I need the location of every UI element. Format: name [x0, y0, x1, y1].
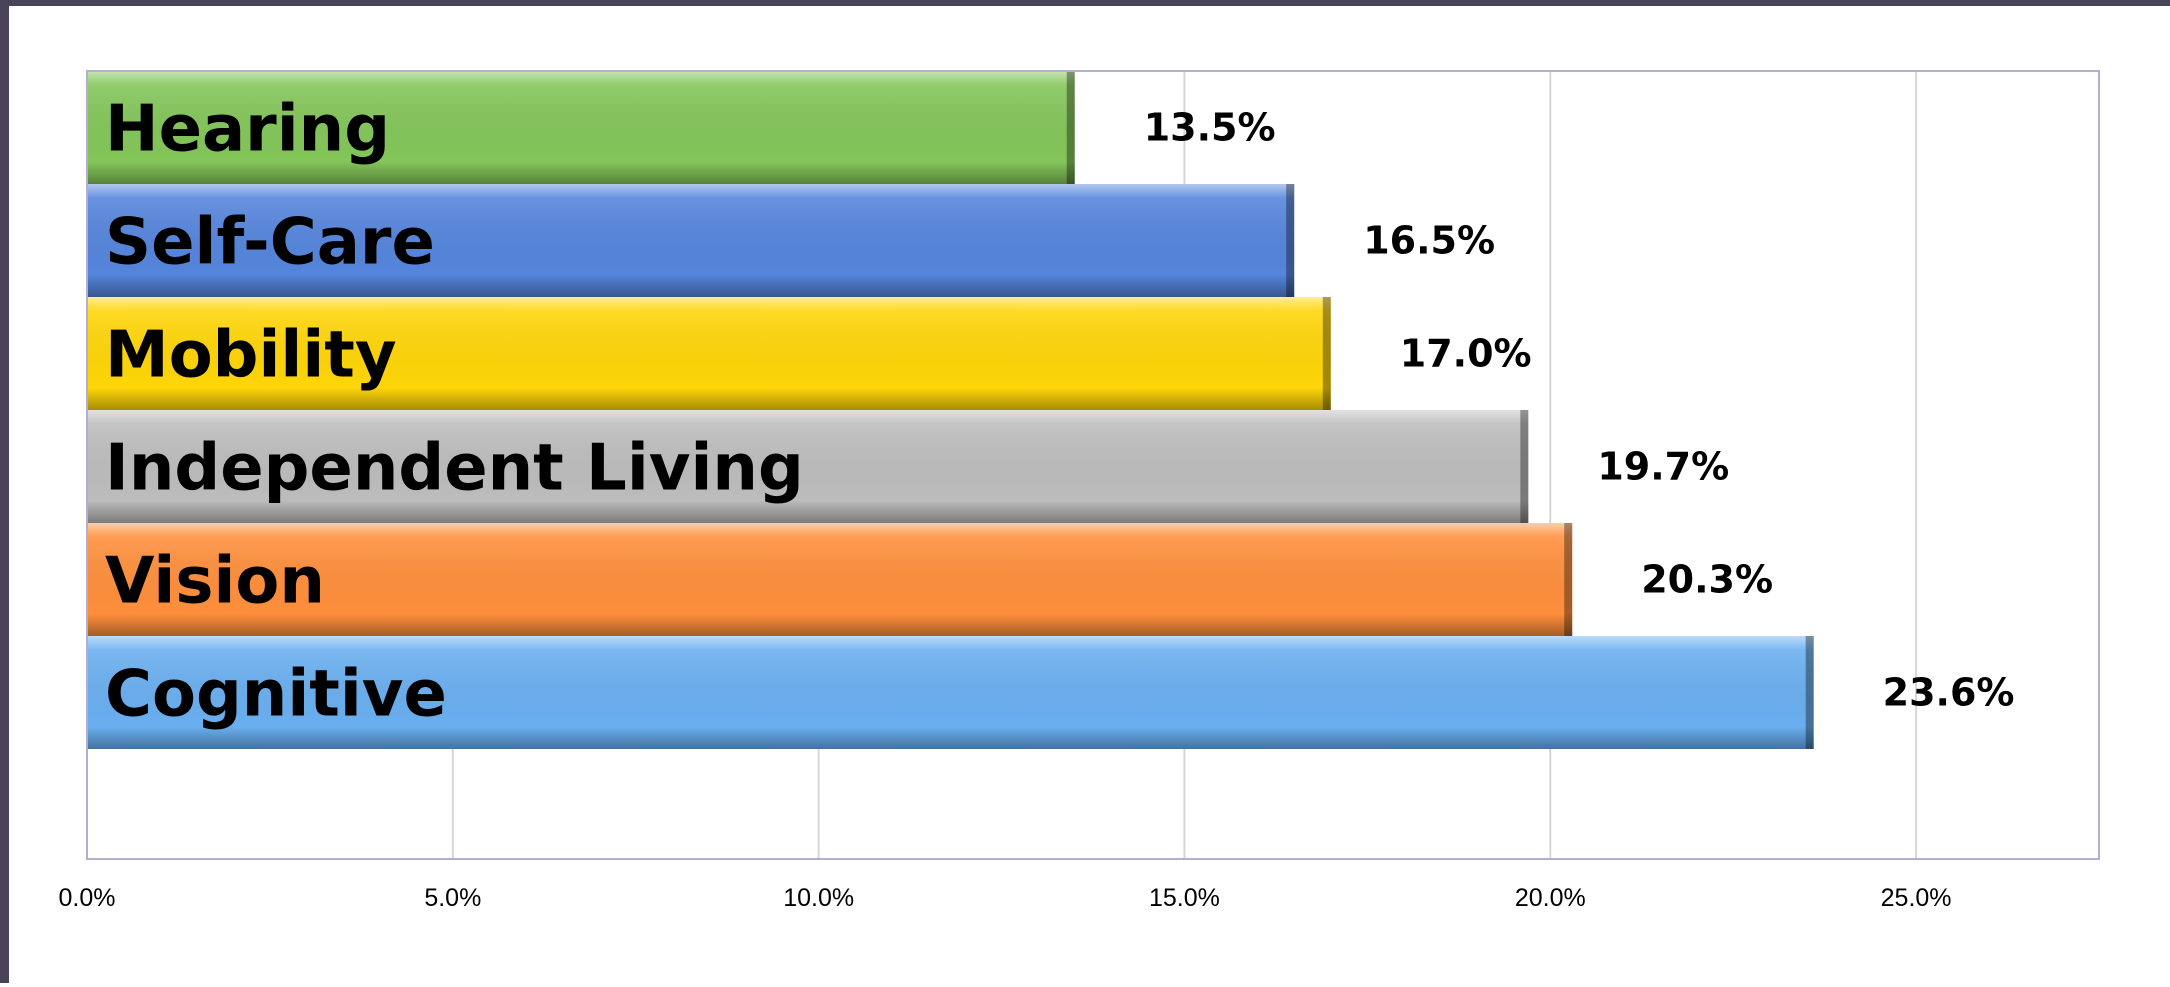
bar-bevel — [87, 184, 1295, 297]
value-label: 20.3% — [1641, 558, 1773, 602]
bar-end-shade — [1520, 410, 1529, 523]
bar-end-shade — [1322, 297, 1331, 410]
category-label: Independent Living — [105, 432, 804, 506]
bars — [87, 71, 1814, 749]
labels: Hearing 13.5% Self-Care 16.5% Mobility 17.0% I… — [105, 93, 2015, 732]
category-label: Cognitive — [105, 658, 447, 732]
value-label: 13.5% — [1144, 106, 1276, 150]
bar-bevel — [87, 523, 1573, 636]
x-tick-label: 5.0% — [424, 884, 481, 912]
bar-bevel — [87, 410, 1529, 523]
bar-end-shade — [1066, 71, 1075, 184]
x-tick-label: 0.0% — [59, 884, 116, 912]
window-frame-top — [0, 0, 2170, 6]
category-label: Hearing — [105, 93, 390, 167]
x-tick-label: 15.0% — [1149, 884, 1220, 912]
value-label: 23.6% — [1883, 671, 2015, 715]
value-label: 19.7% — [1597, 445, 1729, 489]
bar-end-shade — [1286, 184, 1295, 297]
bar-end-shade — [1564, 523, 1573, 636]
window-frame-left — [0, 0, 9, 983]
x-tick-label: 25.0% — [1881, 884, 1952, 912]
value-label: 16.5% — [1363, 219, 1495, 263]
bar-bevel — [87, 297, 1331, 410]
bar-end-shade — [1805, 636, 1814, 749]
plot-area-border — [86, 70, 2100, 860]
x-tick-label: 20.0% — [1515, 884, 1586, 912]
value-label: 17.0% — [1400, 332, 1532, 376]
bar-bevel — [87, 71, 1075, 184]
x-axis-ticks: 0.0% 5.0% 10.0% 15.0% 20.0% 25.0% — [59, 884, 1952, 912]
category-label: Mobility — [105, 319, 397, 393]
x-tick-label: 10.0% — [783, 884, 854, 912]
category-label: Self-Care — [105, 206, 435, 280]
category-label: Vision — [105, 545, 325, 619]
bar-bevel — [87, 636, 1814, 749]
